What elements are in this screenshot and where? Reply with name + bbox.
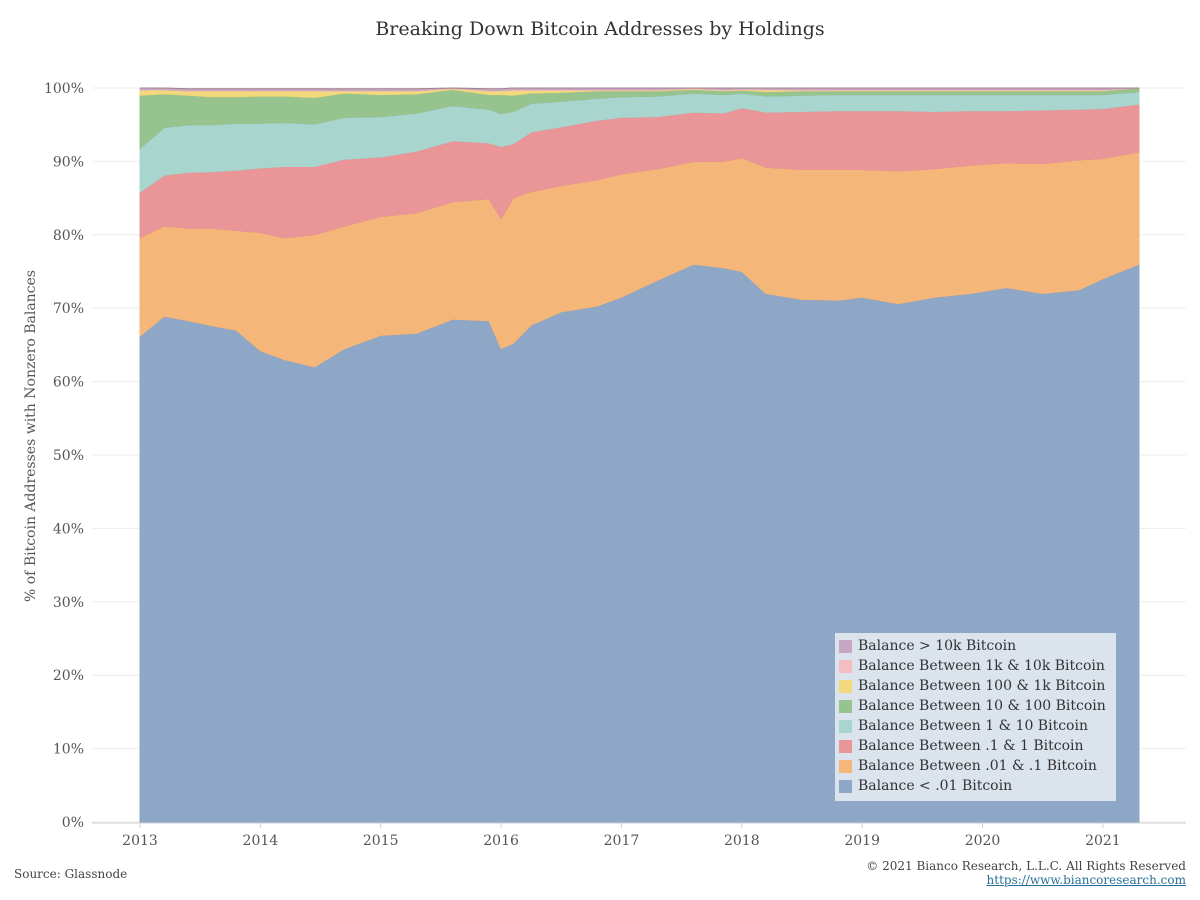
y-tick-label: 50% <box>53 448 84 464</box>
legend-label: Balance Between 10 & 100 Bitcoin <box>858 698 1106 714</box>
copyright-block: © 2021 Bianco Research, L.L.C. All Right… <box>866 859 1186 887</box>
x-tick-label: 2018 <box>724 833 760 849</box>
legend-item: Balance Between .1 & 1 Bitcoin <box>839 736 1116 756</box>
x-tick-label: 2013 <box>122 833 158 849</box>
x-tick-label: 2020 <box>965 833 1001 849</box>
legend-swatch <box>839 639 852 653</box>
legend-item: Balance Between 1k & 10k Bitcoin <box>839 656 1116 676</box>
legend-item: Balance > 10k Bitcoin <box>839 636 1116 656</box>
legend-swatch <box>839 739 852 753</box>
y-tick-label: 60% <box>53 375 84 391</box>
y-tick-labels: 0% 10% 20% 30% 40% 50% 60% 70% 80% 90% 100% <box>44 81 84 831</box>
y-tick-label: 100% <box>44 81 84 97</box>
y-tick-label: 0% <box>62 815 84 831</box>
legend-item: Balance < .01 Bitcoin <box>839 776 1116 796</box>
legend-label: Balance Between .01 & .1 Bitcoin <box>858 758 1097 774</box>
legend-swatch <box>839 679 852 693</box>
legend-swatch <box>839 779 852 793</box>
legend-label: Balance Between 1 & 10 Bitcoin <box>858 718 1088 734</box>
y-tick-label: 10% <box>53 742 84 758</box>
legend-item: Balance Between .01 & .1 Bitcoin <box>839 756 1116 776</box>
copyright-text: © 2021 Bianco Research, L.L.C. All Right… <box>866 859 1186 873</box>
x-tick-label: 2019 <box>844 833 880 849</box>
legend-item: Balance Between 10 & 100 Bitcoin <box>839 696 1116 716</box>
chart-title: Breaking Down Bitcoin Addresses by Holdi… <box>375 18 825 40</box>
y-tick-label: 30% <box>53 595 84 611</box>
legend-swatch <box>839 759 852 773</box>
y-tick-label: 20% <box>53 668 84 684</box>
x-tick-label: 2021 <box>1085 833 1121 849</box>
legend: Balance > 10k Bitcoin Balance Between 1k … <box>835 633 1116 801</box>
y-tick-label: 40% <box>53 521 84 537</box>
legend-label: Balance Between 100 & 1k Bitcoin <box>858 678 1106 694</box>
y-tick-label: 70% <box>53 301 84 317</box>
source-note: Source: Glassnode <box>14 867 128 881</box>
website-link[interactable]: https://www.biancoresearch.com <box>986 873 1186 887</box>
x-tick-label: 2015 <box>363 833 399 849</box>
legend-item: Balance Between 100 & 1k Bitcoin <box>839 676 1116 696</box>
x-tick-label: 2016 <box>483 833 519 849</box>
legend-label: Balance Between .1 & 1 Bitcoin <box>858 738 1084 754</box>
y-tick-label: 90% <box>53 154 84 170</box>
area-series-7 <box>139 87 1140 91</box>
legend-item: Balance Between 1 & 10 Bitcoin <box>839 716 1116 736</box>
legend-label: Balance Between 1k & 10k Bitcoin <box>858 658 1105 674</box>
legend-swatch <box>839 719 852 733</box>
y-axis-label: % of Bitcoin Addresses with Nonzero Bala… <box>23 270 39 602</box>
x-tick-labels: 2013 2014 2015 2016 2017 2018 2019 2020 2021 <box>122 823 1121 849</box>
legend-label: Balance < .01 Bitcoin <box>858 778 1013 794</box>
x-tick-label: 2014 <box>243 833 279 849</box>
area-series-boundary-7 <box>140 87 1139 90</box>
legend-swatch <box>839 699 852 713</box>
y-tick-label: 80% <box>53 228 84 244</box>
x-tick-label: 2017 <box>604 833 640 849</box>
legend-label: Balance > 10k Bitcoin <box>858 638 1017 654</box>
legend-swatch <box>839 659 852 673</box>
